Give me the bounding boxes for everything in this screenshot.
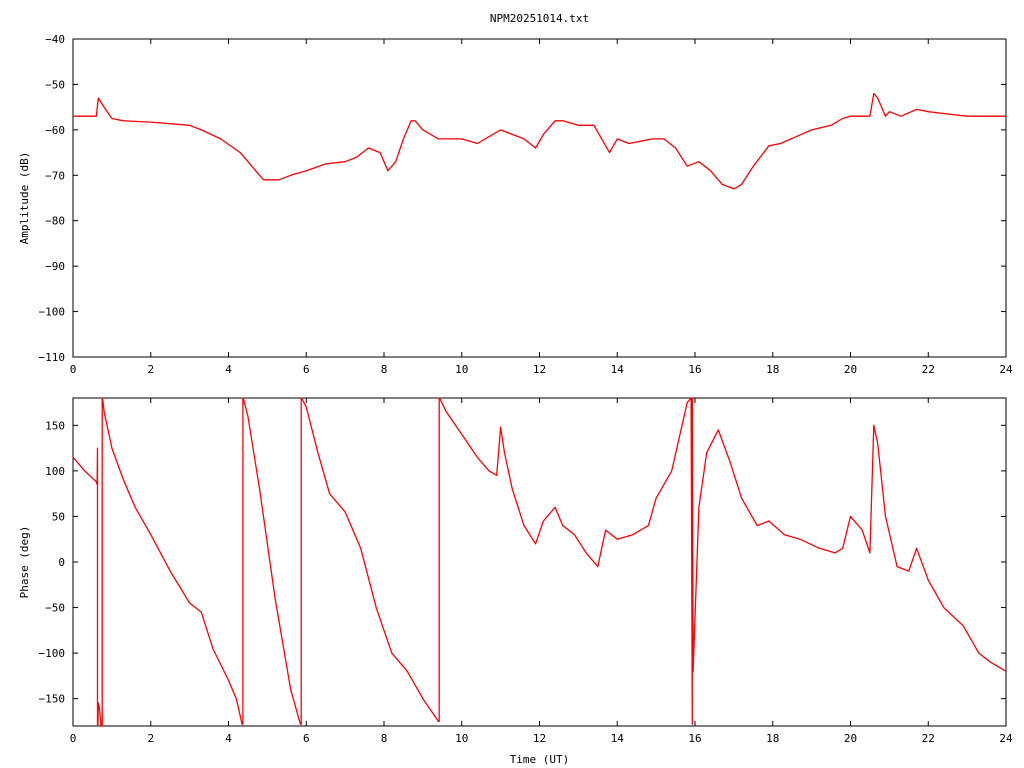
amplitude-x-tick-label: 2 — [147, 363, 154, 376]
amplitude-y-tick-label: −60 — [45, 124, 65, 137]
phase-x-tick-label: 12 — [533, 732, 546, 745]
amplitude-x-tick-label: 24 — [999, 363, 1013, 376]
phase-y-tick-label: −150 — [39, 693, 66, 706]
phase-y-tick-label: 150 — [45, 419, 65, 432]
amplitude-x-tick-label: 22 — [922, 363, 935, 376]
phase-x-axis-label: Time (UT) — [510, 753, 570, 766]
amplitude-series-line — [73, 92, 1006, 190]
phase-x-tick-label: 6 — [303, 732, 310, 745]
amplitude-y-tick-label: −90 — [45, 260, 65, 273]
amplitude-x-tick-label: 10 — [455, 363, 468, 376]
phase-x-tick-label: 0 — [70, 732, 77, 745]
phase-x-tick-label: 22 — [922, 732, 935, 745]
amplitude-y-tick-label: −40 — [45, 33, 65, 46]
phase-x-tick-label: 18 — [766, 732, 779, 745]
phase-x-tick-label: 24 — [999, 732, 1013, 745]
phase-y-tick-label: 100 — [45, 465, 65, 478]
phase-y-tick-label: −100 — [39, 647, 66, 660]
phase-x-tick-label: 20 — [844, 732, 857, 745]
amplitude-y-axis-label: Amplitude (dB) — [18, 152, 31, 245]
phase-series-line — [72, 397, 1007, 727]
chart-title: NPM20251014.txt — [490, 12, 589, 25]
amplitude-x-tick-label: 16 — [688, 363, 701, 376]
amplitude-y-tick-label: −100 — [39, 306, 66, 319]
amplitude-x-tick-label: 14 — [611, 363, 625, 376]
phase-y-tick-label: 0 — [58, 556, 65, 569]
phase-x-tick-label: 10 — [455, 732, 468, 745]
amplitude-x-tick-label: 6 — [303, 363, 310, 376]
phase-x-tick-label: 4 — [225, 732, 232, 745]
amplitude-y-tick-label: −80 — [45, 215, 65, 228]
phase-plot-frame — [72, 397, 1007, 727]
amplitude-x-tick-label: 4 — [225, 363, 232, 376]
phase-x-tick-label: 2 — [147, 732, 154, 745]
amplitude-y-tick-label: −70 — [45, 169, 65, 182]
phase-y-tick-label: 50 — [52, 510, 65, 523]
phase-x-tick-label: 16 — [688, 732, 701, 745]
phase-x-tick-label: 8 — [381, 732, 388, 745]
phase-plot: 0 2 4 6 8 10 12 14 16 18 20 22 24−150−100−5005010015… — [18, 397, 1013, 766]
amplitude-x-tick-label: 20 — [844, 363, 857, 376]
phase-y-tick-label: −50 — [45, 602, 65, 615]
amplitude-x-tick-label: 8 — [381, 363, 388, 376]
phase-y-axis-label: Phase (deg) — [18, 526, 31, 599]
amplitude-y-tick-label: −110 — [39, 351, 66, 364]
amplitude-y-tick-label: −50 — [45, 78, 65, 91]
amplitude-x-tick-label: 12 — [533, 363, 546, 376]
amplitude-x-tick-label: 18 — [766, 363, 779, 376]
amplitude-x-tick-label: 0 — [70, 363, 77, 376]
amplitude-plot-frame — [72, 38, 1007, 358]
phase-x-tick-label: 14 — [611, 732, 625, 745]
